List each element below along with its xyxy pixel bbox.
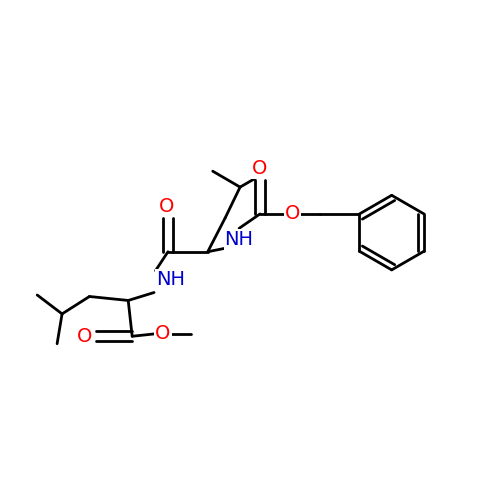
Text: NH: NH [224, 230, 254, 249]
Text: O: O [284, 204, 300, 224]
Text: O: O [160, 197, 174, 216]
Text: O: O [156, 324, 170, 344]
Text: O: O [252, 159, 268, 178]
Text: NH: NH [156, 270, 185, 288]
Text: O: O [78, 327, 92, 346]
